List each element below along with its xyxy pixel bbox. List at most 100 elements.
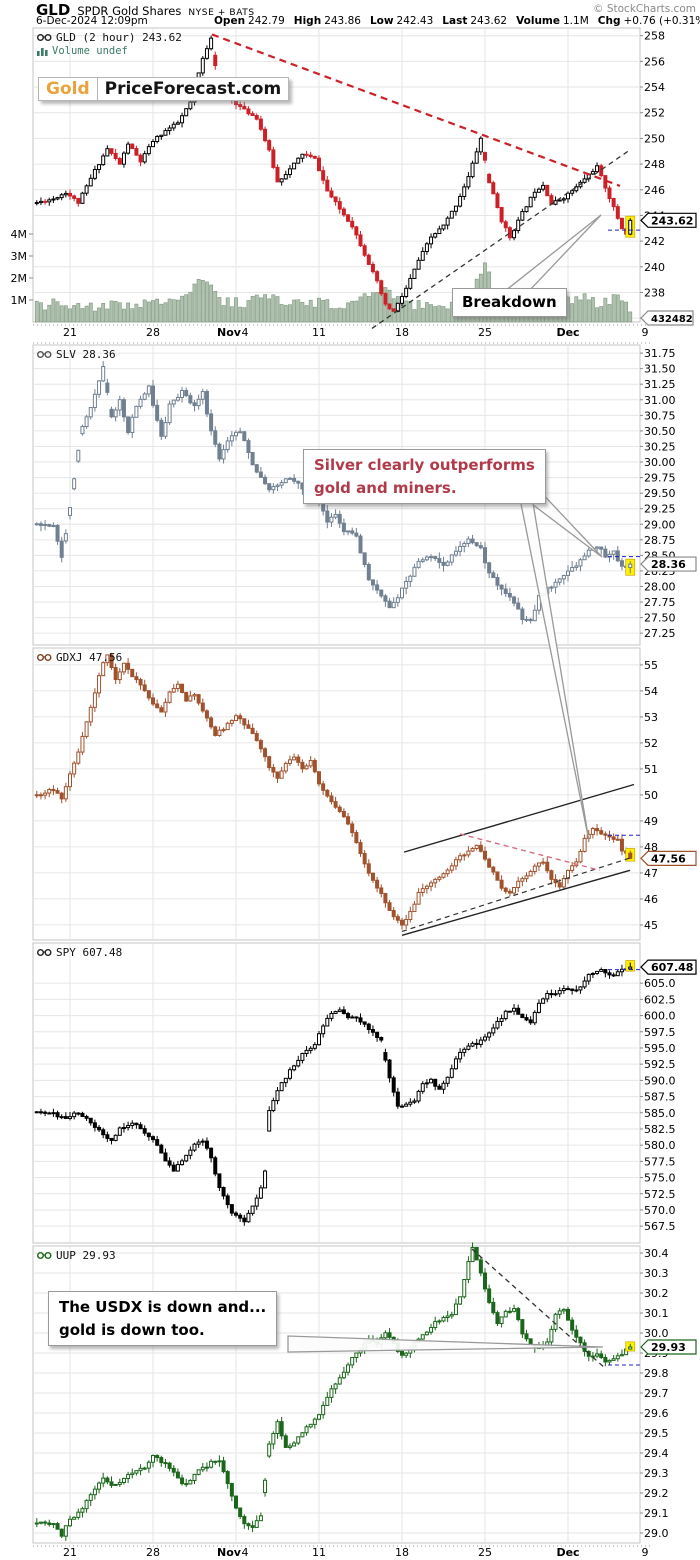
svg-text:592.5: 592.5: [644, 1058, 676, 1071]
svg-text:577.5: 577.5: [644, 1155, 676, 1168]
svg-text:575.0: 575.0: [644, 1172, 676, 1185]
svg-text:18: 18: [395, 326, 409, 339]
svg-text:Nov: Nov: [217, 326, 242, 339]
svg-text:48: 48: [644, 841, 658, 854]
panel-spy: 605.0 602.5 600.0 597.5 595.0 592.5 590.0 587.5…: [32, 942, 697, 1244]
svg-text:238: 238: [644, 286, 665, 299]
panel-gdxj: 55 54 53 52 51 50 49 48 47 46 45 47.56: [32, 647, 697, 941]
x-axis-labels: 21 28 Nov 4 11 18 25 Dec 9: [63, 1546, 649, 1559]
svg-text:243.62: 243.62: [651, 214, 693, 227]
price-label-607.48: 607.48: [640, 959, 697, 975]
svg-text:51: 51: [644, 763, 658, 776]
usdx-down-callout: The USDX is down and... gold is down too…: [48, 1291, 278, 1346]
svg-text:29.1: 29.1: [644, 1507, 669, 1520]
svg-text:29.75: 29.75: [644, 472, 676, 485]
svg-text:30.50: 30.50: [644, 425, 676, 438]
watermark-priceforecast-label: PriceForecast.com: [96, 77, 290, 101]
x-axis-labels: 21 28 Nov 4 11 18 25 Dec 9: [63, 326, 649, 339]
header-line2: 6-Dec-2024 12:09pm Open 242.79 High 243.86…: [36, 15, 700, 27]
svg-text:29.6: 29.6: [644, 1407, 669, 1420]
price-label-29.93: 29.93: [640, 1339, 697, 1355]
svg-text:597.5: 597.5: [644, 1026, 676, 1039]
svg-text:600.0: 600.0: [644, 1010, 676, 1023]
svg-text:28.00: 28.00: [644, 580, 676, 593]
chart-header: GLD SPDR Gold Shares NYSE + BATS © Stock…: [0, 0, 700, 28]
svg-text:29.2: 29.2: [644, 1487, 669, 1500]
candles-uup: [34, 1242, 636, 1541]
svg-text:50: 50: [644, 789, 658, 802]
svg-text:580.0: 580.0: [644, 1139, 676, 1152]
svg-text:49: 49: [644, 815, 658, 828]
candles-gdxj: [34, 653, 636, 930]
svg-text:9: 9: [642, 1546, 649, 1559]
svg-text:28.36: 28.36: [651, 558, 686, 571]
svg-text:30.0: 30.0: [644, 1327, 669, 1340]
chart-style-icon: [37, 351, 52, 358]
panel-title-gld: GLD (2 hour) 243.62: [37, 31, 182, 44]
svg-text:258: 258: [644, 30, 665, 43]
svg-text:27.75: 27.75: [644, 596, 676, 609]
svg-text:52: 52: [644, 737, 658, 750]
panel-title-slv: SLV 28.36: [37, 348, 116, 361]
svg-text:9: 9: [642, 326, 649, 339]
svg-text:27.50: 27.50: [644, 612, 676, 625]
panel-title-spy: SPY 607.48: [37, 946, 122, 959]
watermark-gold-label: Gold: [38, 77, 97, 101]
svg-text:29.3: 29.3: [644, 1467, 669, 1480]
svg-text:590.0: 590.0: [644, 1074, 676, 1087]
svg-text:28: 28: [146, 1546, 160, 1559]
svg-text:27.25: 27.25: [644, 627, 676, 640]
svg-text:567.5: 567.5: [644, 1220, 676, 1233]
panel-gld: 4M3M2M1M25825625425225024824624424224023…: [11, 27, 697, 329]
svg-text:29.8: 29.8: [644, 1367, 669, 1380]
svg-text:46: 46: [644, 893, 658, 906]
candles-spy: [34, 960, 636, 1226]
svg-text:605.0: 605.0: [644, 977, 676, 990]
svg-text:29.0: 29.0: [644, 1527, 669, 1540]
chart-style-icon: [37, 654, 52, 661]
svg-text:4: 4: [242, 1546, 249, 1559]
svg-text:254: 254: [644, 81, 665, 94]
silver-arrow-to-gdxj: [520, 495, 590, 842]
stat-low: Low 242.43: [369, 15, 434, 27]
svg-text:3M: 3M: [11, 250, 28, 263]
price-label-243.62: 243.62: [640, 212, 697, 228]
goldpriceforecast-watermark: Gold PriceForecast.com: [38, 77, 290, 101]
chart-style-icon: [37, 34, 52, 41]
annotation-arrows: [287, 214, 604, 1353]
stat-last: Last 243.62: [442, 15, 508, 27]
svg-text:248: 248: [644, 158, 665, 171]
price-label-432482: 432482: [640, 310, 694, 326]
panel-title-gdxj: GDXJ 47.56: [37, 651, 122, 664]
svg-text:4: 4: [242, 326, 249, 339]
svg-text:30.4: 30.4: [644, 1247, 669, 1260]
svg-text:1M: 1M: [11, 294, 28, 307]
silver-outperforms-callout: Silver clearly outperforms gold and mine…: [303, 449, 546, 504]
panel-slv: 31.75 31.50 31.25 31.00 30.75 30.50 30.25 30.00…: [32, 344, 697, 646]
svg-text:4M: 4M: [11, 228, 28, 241]
svg-text:29.7: 29.7: [644, 1387, 669, 1400]
security-name: SPDR Gold Shares: [77, 4, 182, 18]
svg-text:607.48: 607.48: [651, 961, 693, 974]
svg-text:25: 25: [478, 1546, 492, 1559]
svg-text:2M: 2M: [11, 272, 28, 285]
chart-style-icon: [37, 1252, 52, 1259]
svg-text:30.1: 30.1: [644, 1307, 669, 1320]
stat-volume: Volume 1.1M: [516, 15, 589, 27]
svg-text:21: 21: [63, 326, 77, 339]
header-line1: GLD SPDR Gold Shares NYSE + BATS: [36, 1, 255, 19]
svg-text:29.5: 29.5: [644, 1427, 669, 1440]
svg-text:21: 21: [63, 1546, 77, 1559]
svg-text:31.25: 31.25: [644, 378, 676, 391]
svg-text:47: 47: [644, 867, 658, 880]
panel-uup: 30.430.330.230.130.029.929.829.729.629.5…: [32, 1242, 697, 1544]
svg-text:572.5: 572.5: [644, 1188, 676, 1201]
svg-text:25: 25: [478, 326, 492, 339]
exchange-label: NYSE + BATS: [188, 8, 255, 18]
svg-text:28.75: 28.75: [644, 534, 676, 547]
svg-text:242: 242: [644, 235, 665, 248]
stat-open: Open 242.79: [214, 15, 285, 27]
stat-change: Chg+0.76 (+0.31%): [597, 15, 700, 27]
